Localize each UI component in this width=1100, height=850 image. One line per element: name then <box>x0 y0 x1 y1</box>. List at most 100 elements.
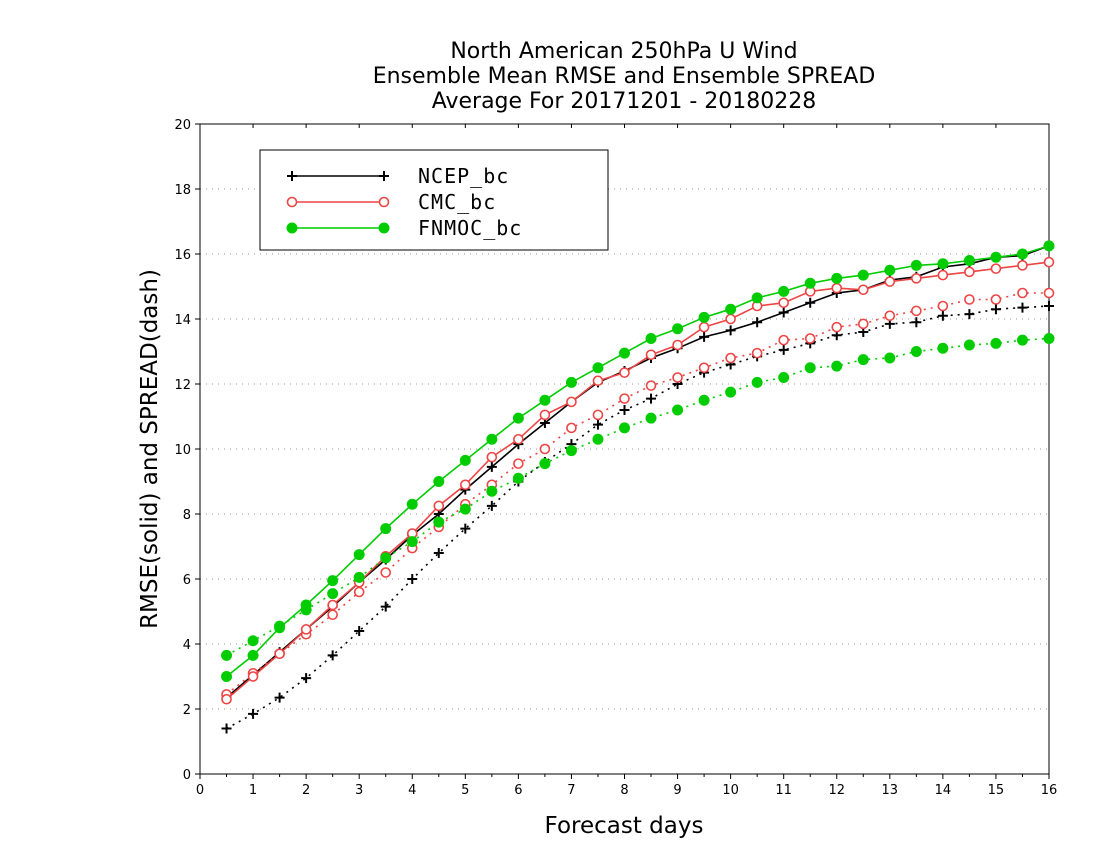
point-fnmoc-bc-rmse <box>592 362 604 374</box>
point-cmc-bc-rmse <box>300 624 312 635</box>
point-cmc-bc-rmse <box>672 339 683 351</box>
point-cmc-bc-rmse <box>513 433 524 445</box>
point-fnmoc-bc-spread <box>751 376 763 388</box>
point-fnmoc-bc-rmse <box>406 498 418 510</box>
point-fnmoc-bc-rmse <box>884 264 896 276</box>
series-line-fnmoc-bc-rmse <box>226 245 1050 678</box>
point-cmc-bc-rmse <box>725 313 736 325</box>
point-cmc-bc-spread <box>1017 287 1028 299</box>
x-tick-label: 16 <box>1041 783 1058 798</box>
point-ncep-bc-spread <box>937 310 948 321</box>
point-ncep-bc-spread <box>911 317 922 328</box>
point-ncep-bc-spread <box>327 650 338 661</box>
point-fnmoc-bc-spread <box>1016 334 1028 346</box>
data-series <box>221 240 1055 734</box>
y-tick-label: 20 <box>174 118 191 133</box>
point-fnmoc-bc-rmse <box>963 255 975 266</box>
point-fnmoc-bc-rmse <box>433 476 445 487</box>
point-cmc-bc-rmse <box>592 375 604 387</box>
x-tick-label: 7 <box>567 783 575 798</box>
point-fnmoc-bc-spread <box>433 516 445 528</box>
point-ncep-bc-spread <box>407 574 418 584</box>
chart-title-line: Ensemble Mean RMSE and Ensemble SPREAD <box>373 64 876 89</box>
point-fnmoc-bc-spread <box>486 485 498 497</box>
point-fnmoc-bc-rmse <box>698 311 710 323</box>
point-fnmoc-bc-rmse <box>725 303 737 315</box>
point-ncep-bc-rmse <box>486 461 497 472</box>
point-ncep-bc-spread <box>380 601 391 612</box>
point-ncep-bc-spread <box>248 708 259 719</box>
point-fnmoc-bc-spread <box>221 649 233 661</box>
point-cmc-bc-rmse <box>221 693 232 705</box>
point-fnmoc-bc-rmse <box>937 258 949 270</box>
point-cmc-bc-rmse <box>486 451 498 463</box>
legend-label: NCEP_bc <box>418 164 509 188</box>
point-fnmoc-bc-rmse <box>486 433 498 445</box>
point-cmc-bc-rmse <box>778 297 789 309</box>
point-cmc-bc-spread <box>513 458 524 469</box>
x-tick-label: 0 <box>196 783 204 798</box>
y-tick-label: 10 <box>174 443 191 458</box>
point-ncep-bc-spread <box>1017 302 1028 313</box>
point-fnmoc-bc-spread <box>406 536 418 548</box>
point-fnmoc-bc-spread <box>645 412 657 424</box>
point-cmc-bc-rmse <box>937 269 949 281</box>
point-fnmoc-bc-spread <box>539 458 551 470</box>
point-cmc-bc-rmse <box>990 263 1002 274</box>
legend-box <box>259 149 609 251</box>
point-ncep-bc-spread <box>301 673 312 684</box>
point-cmc-bc-rmse <box>566 396 577 408</box>
point-cmc-bc-rmse <box>460 479 471 491</box>
point-fnmoc-bc-spread <box>1043 333 1055 344</box>
point-cmc-bc-spread <box>672 372 683 383</box>
point-ncep-bc-spread <box>221 723 232 734</box>
point-ncep-bc-spread <box>460 523 471 534</box>
point-cmc-bc-spread <box>990 294 1002 305</box>
point-fnmoc-bc-rmse <box>353 549 365 561</box>
gridlines <box>200 188 1049 710</box>
point-cmc-bc-rmse <box>857 284 869 296</box>
point-fnmoc-bc-rmse <box>1043 240 1055 252</box>
point-fnmoc-bc-spread <box>990 337 1002 349</box>
point-cmc-bc-spread <box>566 422 577 434</box>
x-tick-label: 11 <box>775 783 792 798</box>
x-tick-label: 15 <box>988 783 1005 798</box>
point-fnmoc-bc-spread <box>910 346 922 357</box>
y-tick-label: 8 <box>183 508 191 523</box>
x-tick-label: 6 <box>514 783 522 798</box>
point-cmc-bc-rmse <box>433 500 445 512</box>
point-fnmoc-bc-rmse <box>619 347 630 359</box>
point-ncep-bc-spread <box>486 500 497 511</box>
x-tick-label: 4 <box>408 783 416 798</box>
legend-marker <box>287 171 297 181</box>
point-cmc-bc-spread <box>327 609 338 621</box>
point-cmc-bc-rmse <box>539 409 551 421</box>
point-ncep-bc-spread <box>274 692 285 703</box>
x-tick-label: 3 <box>355 783 363 798</box>
point-fnmoc-bc-spread <box>672 404 684 416</box>
point-cmc-bc-spread <box>619 393 630 404</box>
point-cmc-bc-spread <box>751 347 763 359</box>
point-cmc-bc-spread <box>857 318 869 330</box>
point-ncep-bc-spread <box>592 419 603 430</box>
point-fnmoc-bc-rmse <box>672 323 684 335</box>
point-cmc-bc-rmse <box>247 671 259 682</box>
legend-item-ncep-bc: NCEP_bc <box>287 164 509 188</box>
point-fnmoc-bc-spread <box>247 635 259 647</box>
x-tick-label: 8 <box>620 783 628 798</box>
point-cmc-bc-rmse <box>964 266 975 278</box>
point-cmc-bc-rmse <box>1017 260 1028 271</box>
point-ncep-bc-rmse <box>699 331 710 342</box>
x-tick-label: 1 <box>249 783 257 798</box>
chart-title-line: North American 250hPa U Wind <box>450 39 797 64</box>
point-fnmoc-bc-spread <box>380 552 392 564</box>
series-line-ncep-bc-spread <box>226 305 1050 730</box>
point-fnmoc-bc-rmse <box>645 333 657 344</box>
point-ncep-bc-spread <box>354 626 365 636</box>
x-axis: 0 1 2 3 4 5 6 7 8 9 10 11 12 13 14 15 16 <box>196 124 1057 798</box>
point-fnmoc-bc-spread <box>937 342 949 354</box>
point-fnmoc-bc-rmse <box>274 622 286 634</box>
